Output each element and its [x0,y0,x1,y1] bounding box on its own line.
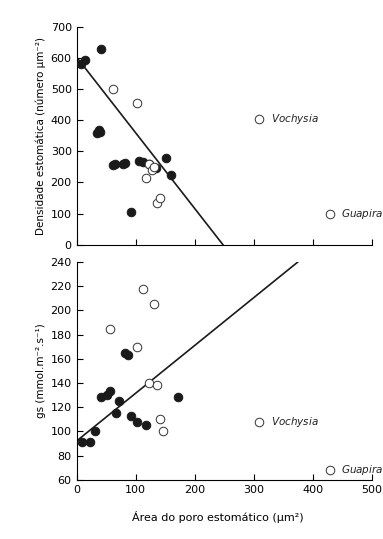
Point [110,161,116,170]
Y-axis label: gs (mmol.m⁻².s⁻¹): gs (mmol.m⁻².s⁻¹) [36,323,46,418]
Point [110,85,116,93]
Text: $\it{Guapira}$: $\it{Guapira}$ [341,206,383,220]
Point [151,163,157,171]
Point [122,348,128,357]
Point [107,387,113,396]
Point [168,170,174,179]
Point [79,438,85,446]
Point [82,56,88,64]
Point [125,351,131,360]
Point [122,159,128,168]
Point [154,381,160,390]
Point [97,128,103,136]
Point [116,397,122,405]
Point [87,438,93,446]
Point [98,393,105,402]
Point [98,44,105,53]
Point [104,391,110,399]
Text: $\it{Guapira}$: $\it{Guapira}$ [341,463,383,477]
Point [157,415,164,424]
Point [119,160,126,169]
Point [78,60,84,68]
Point [128,208,134,216]
Point [256,417,262,426]
Text: Área do poro estomático (µm²): Área do poro estomático (µm²) [133,511,304,523]
Point [142,421,149,430]
Point [154,198,160,207]
Point [96,125,102,134]
Point [327,466,333,474]
Point [157,194,164,202]
Point [134,342,140,351]
Point [107,324,113,333]
Point [112,160,118,168]
Point [146,379,152,388]
Point [94,128,100,137]
Point [256,114,262,123]
Point [149,165,155,174]
Point [113,409,119,418]
Point [139,285,146,293]
Point [153,164,159,172]
Point [151,300,157,309]
Point [163,153,169,162]
Point [92,427,98,436]
Point [128,411,134,420]
Point [175,393,181,402]
Point [134,417,140,426]
Point [139,158,146,167]
Point [160,427,166,436]
Point [134,99,140,107]
Point [327,209,333,218]
Y-axis label: Densidade estomática (número µm⁻²): Densidade estomática (número µm⁻²) [36,37,46,235]
Point [146,160,152,168]
Point [146,160,152,168]
Point [136,156,142,165]
Text: $\it{Vochysia}$: $\it{Vochysia}$ [271,112,319,126]
Text: $\it{Vochysia}$: $\it{Vochysia}$ [271,414,319,429]
Point [142,174,149,182]
